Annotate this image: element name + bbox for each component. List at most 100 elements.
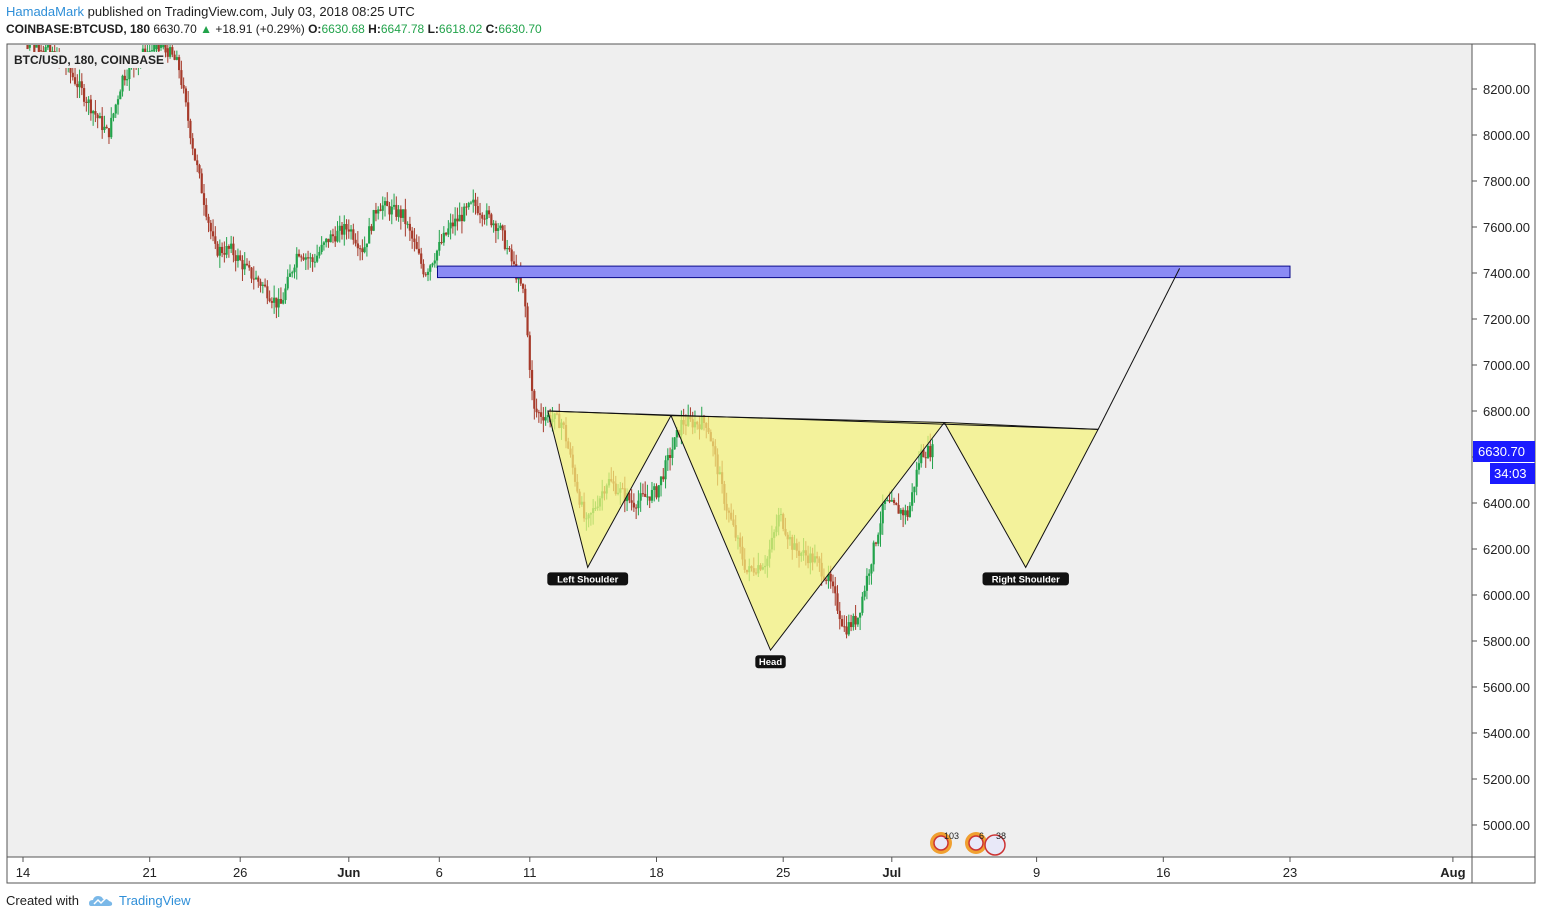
candle-body: [542, 416, 545, 421]
candle-body: [207, 216, 210, 223]
candle-body: [420, 253, 423, 264]
y-tick-label: 8000.00: [1483, 128, 1530, 143]
candle-body: [508, 248, 511, 250]
drawings-layer[interactable]: Left Shoulder Head Right Shoulder: [436, 265, 1291, 669]
candle-body: [76, 83, 79, 88]
author-link[interactable]: HamadaMark: [6, 4, 85, 19]
candle-body: [641, 493, 645, 495]
candle-body: [648, 496, 651, 501]
candle-body: [395, 204, 398, 217]
price-chart[interactable]: Left Shoulder Head Right Shoulder 5000.00 5…: [0, 0, 1542, 890]
candle-body: [635, 507, 638, 509]
candle-body: [911, 492, 914, 506]
candle-body: [512, 261, 516, 265]
chart-title: BTC/USD, 180, COINBASE: [14, 53, 164, 67]
candle-body: [82, 88, 86, 102]
x-tick-label: 11: [523, 865, 537, 880]
candle-body: [467, 203, 470, 208]
high-value: 6647.78: [380, 22, 425, 36]
candle-body: [273, 297, 276, 303]
candle-body: [533, 390, 536, 409]
candle-body: [383, 201, 387, 206]
candle-body: [284, 288, 287, 301]
candle-body: [302, 257, 305, 260]
candle-body: [189, 120, 192, 139]
candle-body: [863, 590, 866, 597]
badge-count-1: 103: [944, 831, 959, 841]
candle-body: [859, 612, 862, 618]
candle-body: [148, 50, 151, 52]
candle-body: [840, 619, 844, 627]
candle-body: [913, 486, 916, 493]
candle-body: [94, 111, 97, 115]
candle-body: [644, 493, 647, 497]
candle-body: [469, 202, 473, 204]
candle-body: [336, 230, 339, 242]
candle-body: [150, 50, 154, 52]
candle-body: [266, 286, 269, 299]
candle-body: [433, 260, 436, 264]
candle-body: [831, 581, 835, 587]
candle-body: [245, 263, 249, 266]
candle-body: [662, 476, 665, 480]
created-with-label: Created with: [6, 893, 79, 908]
candle-body: [180, 70, 183, 86]
candle-body: [263, 284, 267, 287]
candle-body: [524, 288, 527, 307]
high-label: H:: [368, 22, 381, 36]
candle-body: [431, 263, 434, 266]
countdown-value: 34:03: [1494, 466, 1527, 481]
candle-body: [261, 284, 264, 286]
candle-body: [902, 509, 905, 516]
candle-body: [345, 224, 348, 230]
candle-body: [671, 449, 674, 458]
x-tick-label: Jul: [882, 865, 901, 880]
candle-body: [886, 499, 889, 501]
candle-body: [291, 272, 294, 274]
x-tick-label: 9: [1033, 865, 1040, 880]
y-tick-label: 7800.00: [1483, 174, 1530, 189]
candle-body: [42, 51, 45, 53]
y-tick-label: 5600.00: [1483, 680, 1530, 695]
candle-body: [51, 51, 54, 53]
candle-body: [528, 335, 531, 370]
y-tick-label: 5400.00: [1483, 726, 1530, 741]
event-badges[interactable]: 103 6 38: [930, 831, 1006, 856]
flag-us-icon[interactable]: [984, 834, 1006, 856]
y-tick-label: 6000.00: [1483, 588, 1530, 603]
candle-body: [664, 460, 667, 480]
candle-body: [904, 510, 907, 516]
candle-body: [361, 248, 364, 253]
candle-body: [128, 66, 131, 80]
candle-body: [426, 271, 430, 275]
candle-body: [166, 48, 169, 57]
candle-body: [368, 226, 371, 244]
candle-body: [33, 45, 36, 53]
pattern-label-bg: [547, 572, 629, 586]
candle-body: [530, 369, 534, 391]
candle-body: [917, 463, 921, 470]
candle-body: [248, 265, 251, 268]
time-axis[interactable]: [7, 857, 1535, 883]
candle-body: [931, 444, 934, 458]
candle-body: [282, 300, 285, 304]
candle-body: [168, 47, 172, 57]
candle-body: [499, 225, 502, 229]
candle-body: [899, 509, 902, 514]
flag-us-icon-inner: [933, 835, 949, 851]
candle-body: [526, 306, 529, 336]
chart-label-bg: [12, 52, 160, 68]
candle-body: [26, 45, 29, 50]
tradingview-link[interactable]: TradingView: [118, 893, 191, 908]
candle-body: [673, 437, 676, 450]
candle-body: [279, 298, 283, 304]
candle-body: [834, 586, 837, 594]
candle-body: [497, 228, 500, 231]
candle-body: [397, 209, 400, 217]
candle-body: [874, 542, 878, 544]
candle-body: [666, 455, 669, 461]
candle-body: [250, 267, 253, 279]
candle-body: [365, 243, 368, 248]
candle-body: [929, 446, 932, 458]
pattern-triangle: [670, 415, 946, 652]
